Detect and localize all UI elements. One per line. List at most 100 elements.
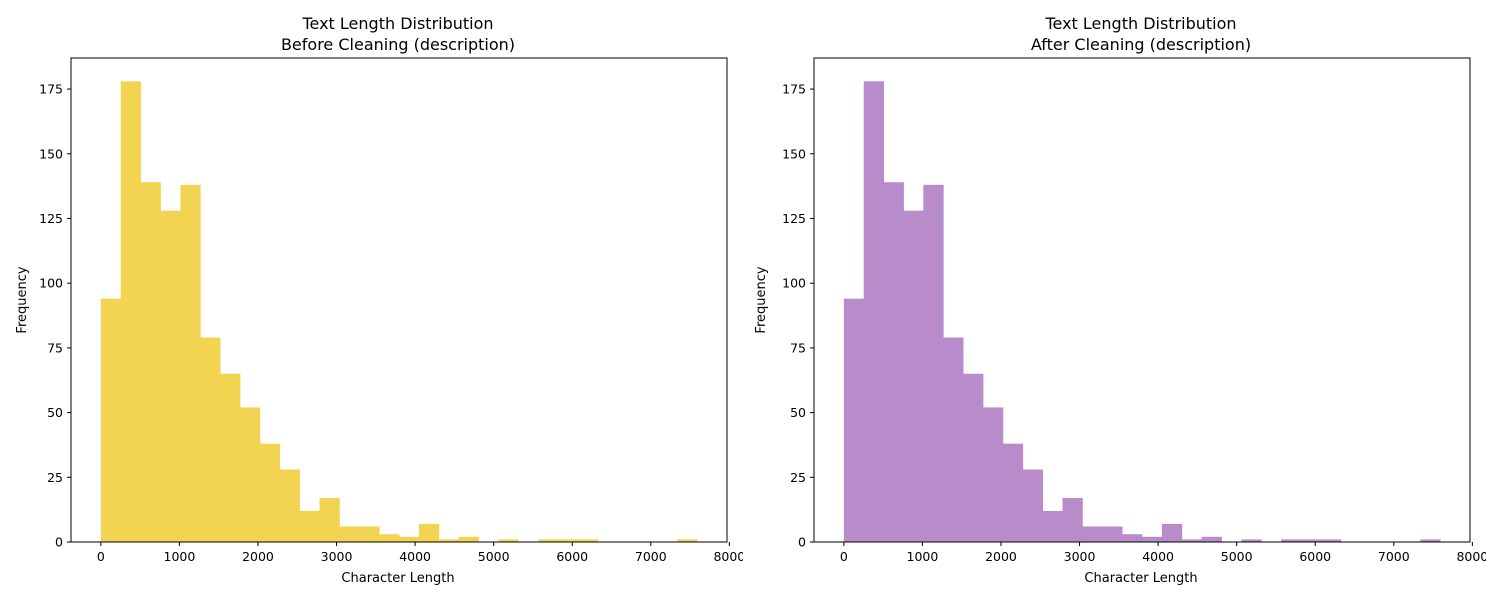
bars: [843, 81, 1441, 543]
x-tick-label: 5000: [478, 549, 510, 564]
histogram-bar: [498, 539, 519, 542]
y-tick-label: 75: [47, 340, 63, 355]
x-tick-label: 6000: [556, 549, 588, 564]
x-tick-label: 7000: [1378, 549, 1410, 564]
y-tick-label: 125: [782, 211, 806, 226]
histogram-bar: [1320, 539, 1342, 542]
histogram-bar: [140, 182, 161, 542]
x-tick-label: 4000: [1142, 549, 1174, 564]
histogram-bar: [458, 536, 479, 542]
histogram-bar: [883, 182, 904, 542]
x-tick-label: 1000: [164, 549, 196, 564]
histogram-bar: [923, 184, 944, 542]
x-tick-label: 2000: [985, 549, 1017, 564]
y-axis-ticks: 0 25 50 75 100 125 150 175: [39, 82, 71, 550]
chart-title-line2: Before Cleaning (description): [281, 35, 515, 54]
histogram-bar: [100, 298, 122, 542]
x-tick-label: 8000: [713, 549, 743, 564]
histogram-bar: [399, 536, 420, 542]
x-tick-label: 7000: [635, 549, 667, 564]
y-tick-label: 25: [47, 470, 63, 485]
histogram-bar: [180, 184, 201, 542]
x-tick-label: 3000: [1064, 549, 1096, 564]
histogram-bar: [438, 539, 460, 542]
histogram-before: Text Length Distribution Before Cleaning…: [15, 14, 743, 586]
x-axis-ticks: 0 1000 2000 3000 4000 5000 6000 7000 8000: [840, 542, 1486, 564]
x-axis-ticks: 0 1000 2000 3000 4000 5000 6000 7000 8000: [97, 542, 743, 564]
histogram-bar: [558, 539, 579, 542]
histogram-bar: [220, 373, 241, 542]
histogram-bar: [1161, 523, 1183, 542]
histogram-bar: [1062, 498, 1083, 542]
histogram-bar: [843, 298, 865, 542]
y-tick-label: 75: [790, 340, 806, 355]
plot-frame: [813, 57, 1471, 543]
histogram-bar: [1142, 536, 1163, 542]
y-tick-label: 150: [39, 146, 63, 161]
x-tick-label: 4000: [399, 549, 431, 564]
histogram-bar: [160, 210, 181, 543]
y-axis-ticks: 0 25 50 75 100 125 150 175: [782, 82, 814, 550]
histogram-bar: [299, 510, 320, 542]
histogram-bar: [279, 469, 301, 542]
histogram-bar: [943, 337, 964, 542]
y-tick-label: 100: [782, 276, 806, 291]
x-tick-label: 8000: [1456, 549, 1486, 564]
y-tick-label: 25: [790, 470, 806, 485]
y-tick-label: 0: [55, 535, 63, 550]
histogram-bar: [1420, 539, 1441, 542]
chart-title-line2: After Cleaning (description): [1031, 35, 1251, 54]
histogram-bar: [200, 337, 221, 542]
histogram-bar: [379, 534, 400, 542]
chart-title-line1: Text Length Distribution: [301, 14, 493, 33]
y-tick-label: 150: [782, 146, 806, 161]
histogram-bar: [319, 498, 340, 542]
x-tick-label: 1000: [907, 549, 939, 564]
chart-title-line1: Text Length Distribution: [1044, 14, 1236, 33]
histogram-after: Text Length Distribution After Cleaning …: [754, 14, 1486, 586]
histogram-bar: [538, 539, 559, 542]
histogram-bar: [259, 443, 281, 542]
histogram-bar: [1181, 539, 1203, 542]
histogram-bar: [1281, 539, 1302, 542]
histogram-bar: [677, 539, 698, 542]
histogram-bar: [1201, 536, 1222, 542]
y-tick-label: 0: [798, 535, 806, 550]
y-tick-label: 50: [47, 405, 63, 420]
x-tick-label: 6000: [1299, 549, 1331, 564]
histogram-bar: [903, 210, 924, 543]
histogram-bar: [120, 81, 142, 542]
histogram-bar: [359, 526, 380, 542]
histogram-bar: [1241, 539, 1262, 542]
histogram-bar: [982, 407, 1004, 542]
histogram-bar: [1102, 526, 1123, 542]
histogram-bar: [1002, 443, 1024, 542]
y-axis-label: Frequency: [754, 266, 769, 333]
x-tick-label: 3000: [321, 549, 353, 564]
histogram-bar: [1042, 510, 1063, 542]
y-tick-label: 175: [39, 82, 63, 97]
plot-frame: [70, 57, 728, 543]
x-axis-label: Character Length: [341, 571, 454, 586]
x-tick-label: 5000: [1221, 549, 1253, 564]
histogram-bar: [577, 539, 599, 542]
histogram-bar: [418, 523, 440, 542]
x-axis-label: Character Length: [1084, 571, 1197, 586]
histogram-bar: [1122, 534, 1143, 542]
histogram-bar: [1022, 469, 1044, 542]
histogram-bar: [1301, 539, 1322, 542]
bars: [100, 81, 698, 543]
y-tick-label: 100: [39, 276, 63, 291]
y-tick-label: 50: [790, 405, 806, 420]
y-axis-label: Frequency: [15, 266, 30, 333]
x-tick-label: 0: [840, 549, 848, 564]
histogram-bar: [239, 407, 261, 542]
x-tick-label: 2000: [242, 549, 274, 564]
x-tick-label: 0: [97, 549, 105, 564]
histogram-bar: [339, 526, 360, 542]
y-tick-label: 175: [782, 82, 806, 97]
histogram-bar: [963, 373, 984, 542]
histogram-bar: [1082, 526, 1103, 542]
histogram-bar: [863, 81, 885, 542]
y-tick-label: 125: [39, 211, 63, 226]
